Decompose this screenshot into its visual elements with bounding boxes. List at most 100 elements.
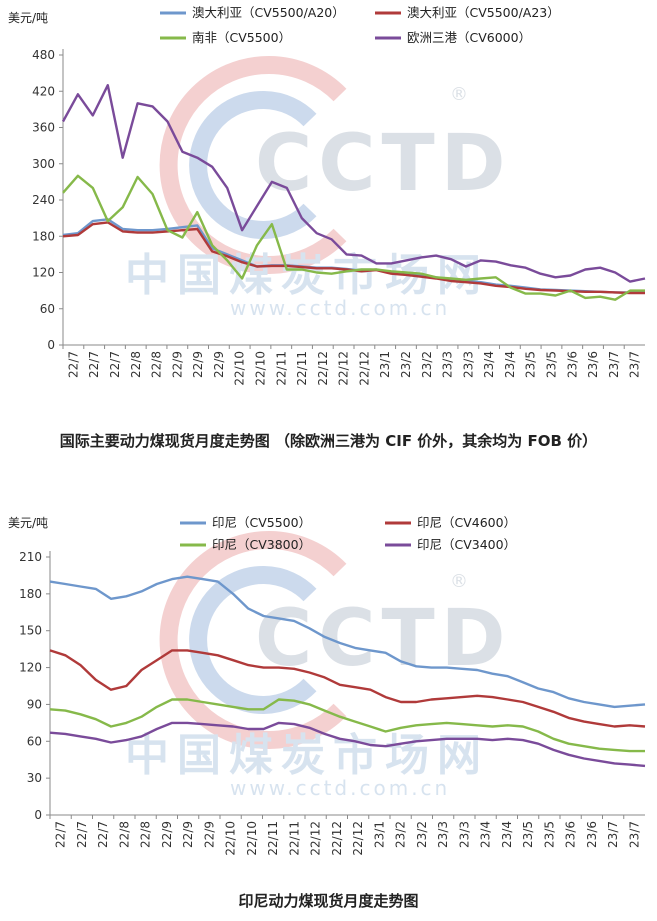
y-tick-label: 60 <box>27 734 42 748</box>
x-tick-label: 23/4 <box>482 351 496 378</box>
chart-international-coal: CCTD ® 中国煤炭市场网 www.cctd.com.cn 美元/吨 0 60 12… <box>8 5 646 386</box>
x-tick-label: 23/3 <box>461 351 475 378</box>
x-tick-label: 23/7 <box>606 821 620 848</box>
x-tick-label: 22/12 <box>316 351 330 386</box>
x-tick-label: 23/3 <box>441 351 455 378</box>
chart2-series <box>49 575 646 768</box>
y-tick-label: 180 <box>19 587 42 601</box>
x-tick-label: 22/7 <box>75 821 89 848</box>
x-tick-label: 23/7 <box>627 821 641 848</box>
x-tick-label: 22/12 <box>351 821 365 856</box>
x-tick-label: 22/8 <box>117 821 131 848</box>
legend-label-2: 印尼（CV4600） <box>417 515 516 530</box>
x-tick-label: 22/8 <box>129 351 143 378</box>
series-line-2 <box>49 649 646 728</box>
legend-label-3: 南非（CV5500） <box>192 30 291 45</box>
chart2-legend: 印尼（CV5500） 印尼（CV4600） 印尼（CV3800） 印尼（CV3400） <box>180 515 516 552</box>
x-tick-label: 23/2 <box>394 821 408 848</box>
x-tick-label: 22/9 <box>202 821 216 848</box>
chart1-series <box>61 84 646 301</box>
x-tick-label: 22/7 <box>108 351 122 378</box>
x-tick-label: 23/1 <box>378 351 392 378</box>
x-tick-label: 22/7 <box>66 351 80 378</box>
watermark: CCTD ® 中国煤炭市场网 www.cctd.com.cn <box>125 531 505 800</box>
x-tick-label: 23/1 <box>372 821 386 848</box>
x-tick-label: 22/11 <box>274 351 288 386</box>
chart2-title: 印尼动力煤现货月度走势图 <box>238 892 419 910</box>
x-tick-label: 23/6 <box>565 351 579 378</box>
x-tick-label: 23/2 <box>399 351 413 378</box>
x-tick-label: 22/10 <box>245 821 259 856</box>
x-tick-label: 22/7 <box>87 351 101 378</box>
series-line-4 <box>61 84 646 283</box>
legend-label-4: 印尼（CV3400） <box>417 537 516 552</box>
x-tick-label: 22/10 <box>233 351 247 386</box>
legend-label-2: 澳大利亚（CV5500/A23） <box>407 5 560 20</box>
x-tick-label: 23/6 <box>564 821 578 848</box>
y-tick-label: 0 <box>34 808 42 822</box>
x-tick-label: 22/9 <box>212 351 226 378</box>
y-tick-label: 120 <box>19 661 42 675</box>
x-tick-label: 23/5 <box>542 821 556 848</box>
y-tick-label: 180 <box>32 229 55 243</box>
x-tick-label: 22/11 <box>295 351 309 386</box>
y-tick-label: 420 <box>32 84 55 98</box>
chart2-axes: 美元/吨 0 30 60 90 120 150 180 210 22/7 22/7 22/7 22/8 2… <box>8 516 645 856</box>
y-tick-label: 300 <box>32 157 55 171</box>
x-tick-label: 22/12 <box>337 351 351 386</box>
legend-label-4: 欧洲三港（CV6000） <box>407 30 531 45</box>
y-tick-label: 360 <box>32 121 55 135</box>
legend-label-3: 印尼（CV3800） <box>212 537 311 552</box>
x-tick-label: 23/2 <box>420 351 434 378</box>
x-tick-label: 23/5 <box>524 351 538 378</box>
chart1-title: 国际主要动力煤现货月度走势图 （除欧洲三港为 CIF 价外，其余均为 FOB 价… <box>59 432 598 450</box>
y-tick-label: 30 <box>27 771 42 785</box>
x-tick-label: 23/4 <box>503 351 517 378</box>
watermark-url: www.cctd.com.cn <box>230 776 450 800</box>
x-tick-label: 23/5 <box>544 351 558 378</box>
legend-label-1: 澳大利亚（CV5500/A20） <box>192 5 345 20</box>
y-tick-label: 60 <box>40 302 55 316</box>
registered-mark: ® <box>450 84 468 105</box>
y-tick-label: 120 <box>32 266 55 280</box>
watermark-cn-text: 中国煤炭市场网 <box>125 250 489 301</box>
y-tick-label: 210 <box>19 550 42 564</box>
x-tick-label: 22/11 <box>266 821 280 856</box>
x-tick-label: 23/3 <box>436 821 450 848</box>
registered-mark: ® <box>450 571 468 592</box>
x-tick-label: 22/7 <box>96 821 110 848</box>
x-tick-label: 23/4 <box>500 821 514 848</box>
x-tick-label: 23/7 <box>607 351 621 378</box>
x-tick-label: 23/3 <box>457 821 471 848</box>
x-tick-label: 22/9 <box>181 821 195 848</box>
chart1-axes: 美元/吨 0 60 120 180 240 300 360 420 480 22/7 22/7 22/7… <box>8 11 645 386</box>
x-tick-label: 22/9 <box>160 821 174 848</box>
y-unit-label: 美元/吨 <box>8 516 48 530</box>
x-tick-label: 22/11 <box>287 821 301 856</box>
series-line-4 <box>49 721 646 768</box>
x-tick-label: 23/6 <box>586 351 600 378</box>
x-tick-label: 23/4 <box>479 821 493 848</box>
x-tick-label: 22/9 <box>170 351 184 378</box>
x-tick-label: 22/8 <box>139 821 153 848</box>
y-tick-label: 90 <box>27 697 42 711</box>
watermark-url: www.cctd.com.cn <box>230 296 450 320</box>
x-tick-label: 22/8 <box>150 351 164 378</box>
x-tick-label: 22/12 <box>330 821 344 856</box>
series-line-3 <box>62 174 645 301</box>
y-tick-label: 0 <box>47 338 55 352</box>
y-tick-label: 240 <box>32 193 55 207</box>
watermark: CCTD ® 中国煤炭市场网 www.cctd.com.cn <box>125 56 511 320</box>
x-tick-label: 22/10 <box>253 351 267 386</box>
legend-label-1: 印尼（CV5500） <box>212 515 311 530</box>
y-tick-label: 480 <box>32 48 55 62</box>
x-tick-label: 23/2 <box>415 821 429 848</box>
series-line-3 <box>49 698 645 753</box>
x-tick-label: 23/7 <box>628 351 642 378</box>
watermark-cn-text: 中国煤炭市场网 <box>125 730 489 781</box>
watermark-logo-text: CCTD <box>255 119 511 209</box>
x-tick-label: 23/5 <box>521 821 535 848</box>
x-tick-label: 22/12 <box>309 821 323 856</box>
series-line-1 <box>49 575 646 709</box>
x-tick-label: 22/9 <box>191 351 205 378</box>
